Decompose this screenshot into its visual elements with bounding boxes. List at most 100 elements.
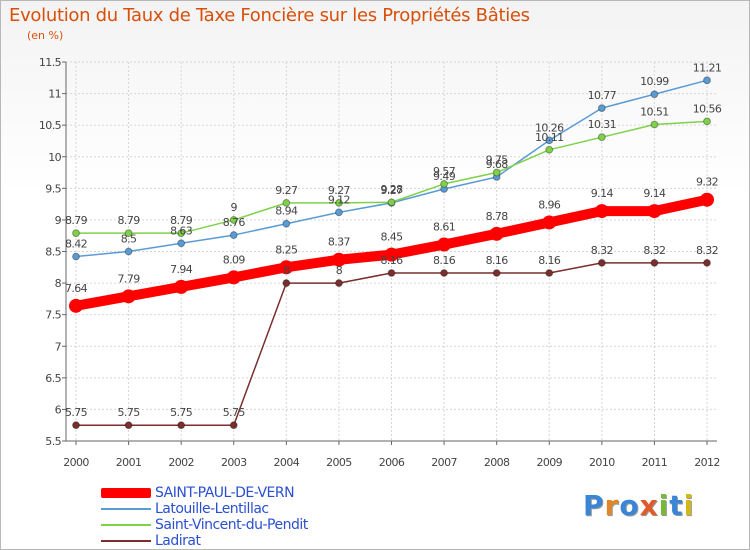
x-tick-label: 2007	[431, 456, 457, 469]
legend-label: Saint-Vincent-du-Pendit	[155, 517, 308, 533]
data-label: 10.26	[535, 121, 564, 134]
data-point	[229, 421, 238, 430]
legend-label: SAINT-PAUL-DE-VERN	[155, 485, 295, 501]
data-label: 10.77	[588, 89, 617, 102]
data-label: 9.57	[433, 165, 456, 178]
axes: 5.5 6 6.5 7 7.5 8 8.5 9 9.5 10 10.5 11 11.5 2000 2001 2…	[39, 56, 720, 469]
chart-unit-label: (en %)	[27, 29, 64, 42]
x-tick-label: 2008	[484, 456, 510, 469]
data-point	[72, 421, 80, 430]
data-point	[331, 252, 346, 267]
logo-letter: x	[639, 489, 659, 522]
x-tick-label: 2006	[379, 456, 405, 469]
data-point	[226, 270, 241, 285]
series-saint-vincent-du-pendit	[72, 117, 711, 238]
x-tick-label: 2004	[274, 456, 300, 469]
data-label: 8.61	[433, 221, 455, 234]
data-label: 8.16	[486, 254, 509, 267]
legend-item: SAINT-PAUL-DE-VERN	[101, 485, 308, 501]
data-label: 8.32	[643, 244, 665, 257]
data-point	[177, 239, 186, 248]
legend-label: Latouille-Lentillac	[155, 501, 269, 517]
data-point	[72, 229, 80, 238]
data-point	[545, 145, 554, 154]
data-point	[703, 258, 711, 267]
data-label: 10.99	[640, 75, 669, 88]
data-label: 8	[336, 264, 343, 277]
legend-swatch	[101, 508, 151, 510]
y-tick-label: 9.5	[45, 182, 61, 195]
data-label: 8.16	[433, 254, 456, 267]
proxiti-logo: Proxiti	[583, 489, 694, 522]
data-label: 9.14	[643, 187, 666, 200]
logo-letter: P	[583, 489, 605, 522]
data-label: 10.11	[535, 131, 564, 144]
y-tick-label: 8.5	[45, 246, 61, 259]
data-point	[703, 117, 711, 126]
legend-swatch	[101, 540, 151, 542]
data-point	[177, 421, 186, 430]
data-label: 8.45	[380, 231, 403, 244]
data-point	[597, 258, 606, 267]
series-layer	[69, 76, 714, 430]
data-label: 8.16	[538, 254, 561, 267]
data-label: 7.79	[118, 272, 141, 285]
data-point	[597, 104, 606, 113]
logo-letter: t	[669, 489, 684, 522]
data-label: 8	[283, 264, 290, 277]
data-label: 8.16	[380, 254, 403, 267]
logo-letter: i	[683, 489, 695, 522]
data-point	[282, 219, 291, 228]
data-point	[440, 269, 448, 277]
data-label: 11.21	[693, 61, 722, 74]
data-label: 8.94	[275, 205, 298, 218]
x-tick-label: 2002	[168, 456, 194, 469]
data-point	[229, 231, 238, 239]
data-labels: 8.42 8.58.638.768.949.129.279.499.6810.26…	[65, 61, 722, 419]
data-point	[650, 90, 659, 99]
chart-title: Evolution du Taux de Taxe Foncière sur l…	[9, 5, 530, 26]
data-label: 9	[231, 201, 238, 214]
y-tick-label: 7.5	[45, 309, 61, 322]
data-point	[279, 260, 294, 275]
data-point	[177, 229, 186, 238]
y-tick-label: 9	[55, 214, 62, 227]
data-point	[437, 237, 452, 252]
data-point	[492, 168, 501, 177]
legend-item: Latouille-Lentillac	[101, 501, 308, 517]
data-point	[542, 215, 557, 230]
data-point	[124, 247, 133, 256]
data-label: 9.49	[433, 170, 456, 183]
data-point	[492, 269, 501, 277]
data-label: 8.63	[170, 224, 193, 237]
data-point	[124, 421, 133, 430]
data-point	[647, 204, 662, 219]
data-label: 8.32	[696, 244, 718, 257]
data-label: 8.79	[65, 214, 88, 227]
data-label: 7.64	[65, 282, 88, 295]
data-point	[69, 298, 83, 313]
data-label: 9.68	[486, 158, 509, 171]
legend-label: Ladirat	[155, 533, 201, 549]
data-point	[72, 252, 80, 261]
data-label: 8.42	[65, 238, 87, 251]
legend-item: Saint-Vincent-du-Pendit	[101, 517, 308, 533]
logo-letter: o	[619, 489, 640, 522]
y-tick-label: 8	[55, 277, 62, 290]
data-label: 8.37	[328, 236, 351, 249]
data-point	[121, 289, 136, 304]
data-point	[650, 120, 659, 129]
data-label: 8.76	[223, 216, 246, 229]
data-label: 5.75	[65, 406, 88, 419]
data-label: 9.27	[380, 184, 403, 197]
series-ladirat	[72, 258, 711, 430]
data-point	[335, 198, 343, 207]
y-tick-label: 6.5	[45, 372, 61, 385]
data-point	[384, 247, 399, 262]
logo-letter: r	[604, 489, 620, 522]
data-label: 9.27	[275, 184, 298, 197]
y-tick-label: 6	[55, 403, 62, 416]
y-tick-label: 11.5	[39, 56, 62, 69]
data-label: 8.25	[275, 243, 298, 256]
